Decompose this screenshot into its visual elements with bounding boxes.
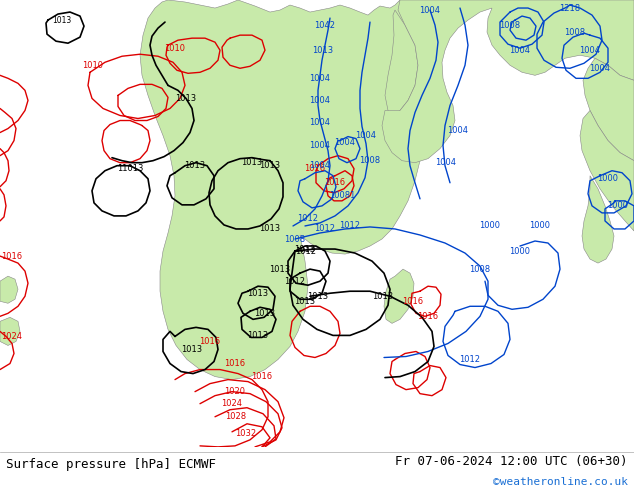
Text: 1000: 1000 [607,201,628,210]
Text: 1004: 1004 [356,131,377,140]
Text: 1016: 1016 [252,372,273,381]
Text: 1013: 1013 [269,265,290,273]
Text: 1013: 1013 [242,158,262,167]
Text: 1008: 1008 [285,235,306,244]
Polygon shape [582,176,614,263]
Text: 1016: 1016 [200,337,221,346]
Text: 1013: 1013 [313,46,333,55]
Text: 1042: 1042 [314,21,335,29]
Text: 1016: 1016 [417,312,439,321]
Text: 1000: 1000 [597,174,619,183]
Polygon shape [580,110,634,231]
Text: 1016: 1016 [1,251,23,261]
Polygon shape [0,318,20,345]
Text: 1008: 1008 [500,21,521,29]
Polygon shape [140,0,425,380]
Text: 1013: 1013 [181,345,202,354]
Text: 1013: 1013 [247,331,269,340]
Polygon shape [583,58,634,161]
Text: 1004: 1004 [510,46,531,55]
Text: ©weatheronline.co.uk: ©weatheronline.co.uk [493,477,628,487]
Text: 1000: 1000 [479,221,500,230]
Text: 1010: 1010 [82,61,103,70]
Text: 1020: 1020 [224,387,245,396]
Text: 1016: 1016 [403,297,424,306]
Text: 1004: 1004 [436,158,456,167]
Polygon shape [384,269,414,323]
Text: 1032: 1032 [235,429,257,439]
Polygon shape [382,0,634,163]
Text: 1013: 1013 [259,161,281,170]
Text: 1013: 1013 [294,297,316,306]
Text: 1004: 1004 [335,138,356,147]
Text: 10081: 10081 [329,191,355,200]
Text: 1013: 1013 [53,16,72,24]
Text: 1013: 1013 [247,289,269,298]
Text: 1013: 1013 [254,309,276,318]
Text: Fr 07-06-2024 12:00 UTC (06+30): Fr 07-06-2024 12:00 UTC (06+30) [395,456,628,468]
Text: 1013: 1013 [259,224,281,233]
Text: 1000: 1000 [529,221,550,230]
Text: 1016: 1016 [304,164,326,173]
Text: 1028: 1028 [226,412,247,421]
Text: 1012: 1012 [295,246,316,256]
Polygon shape [385,10,418,116]
Text: 1004: 1004 [309,161,330,170]
Text: 1012: 1012 [460,355,481,364]
Text: Surface pressure [hPa] ECMWF: Surface pressure [hPa] ECMWF [6,458,216,470]
Text: 1024: 1024 [1,332,22,341]
Text: 1004: 1004 [309,74,330,83]
Text: 1013: 1013 [184,161,205,170]
Polygon shape [0,276,18,303]
Text: 11013: 11013 [117,164,143,173]
Text: 1004: 1004 [309,118,330,127]
Text: 1016: 1016 [325,178,346,187]
Text: 1012: 1012 [314,224,335,233]
Text: 1004: 1004 [309,141,330,150]
Text: 1004: 1004 [448,126,469,135]
Text: 1004: 1004 [420,5,441,15]
Text: 1012: 1012 [285,277,306,286]
Text: 1016: 1016 [224,359,245,368]
Text: 1010: 1010 [164,44,186,53]
Text: 1218: 1218 [559,3,581,13]
Text: 1013: 1013 [372,292,394,301]
Text: 1024: 1024 [221,399,242,408]
Text: 1004: 1004 [579,46,600,55]
Text: 1008: 1008 [564,27,586,37]
Text: 1004: 1004 [309,96,330,105]
Text: 1012: 1012 [297,215,318,223]
Text: 1013: 1013 [176,94,197,103]
Text: 1008: 1008 [359,156,380,165]
Text: 1000: 1000 [510,246,531,256]
Text: 1004: 1004 [590,64,611,73]
Text: 1013: 1013 [307,292,328,301]
Text: 1008: 1008 [469,265,491,273]
Text: 1013: 1013 [294,245,316,253]
Text: 1012: 1012 [339,221,361,230]
